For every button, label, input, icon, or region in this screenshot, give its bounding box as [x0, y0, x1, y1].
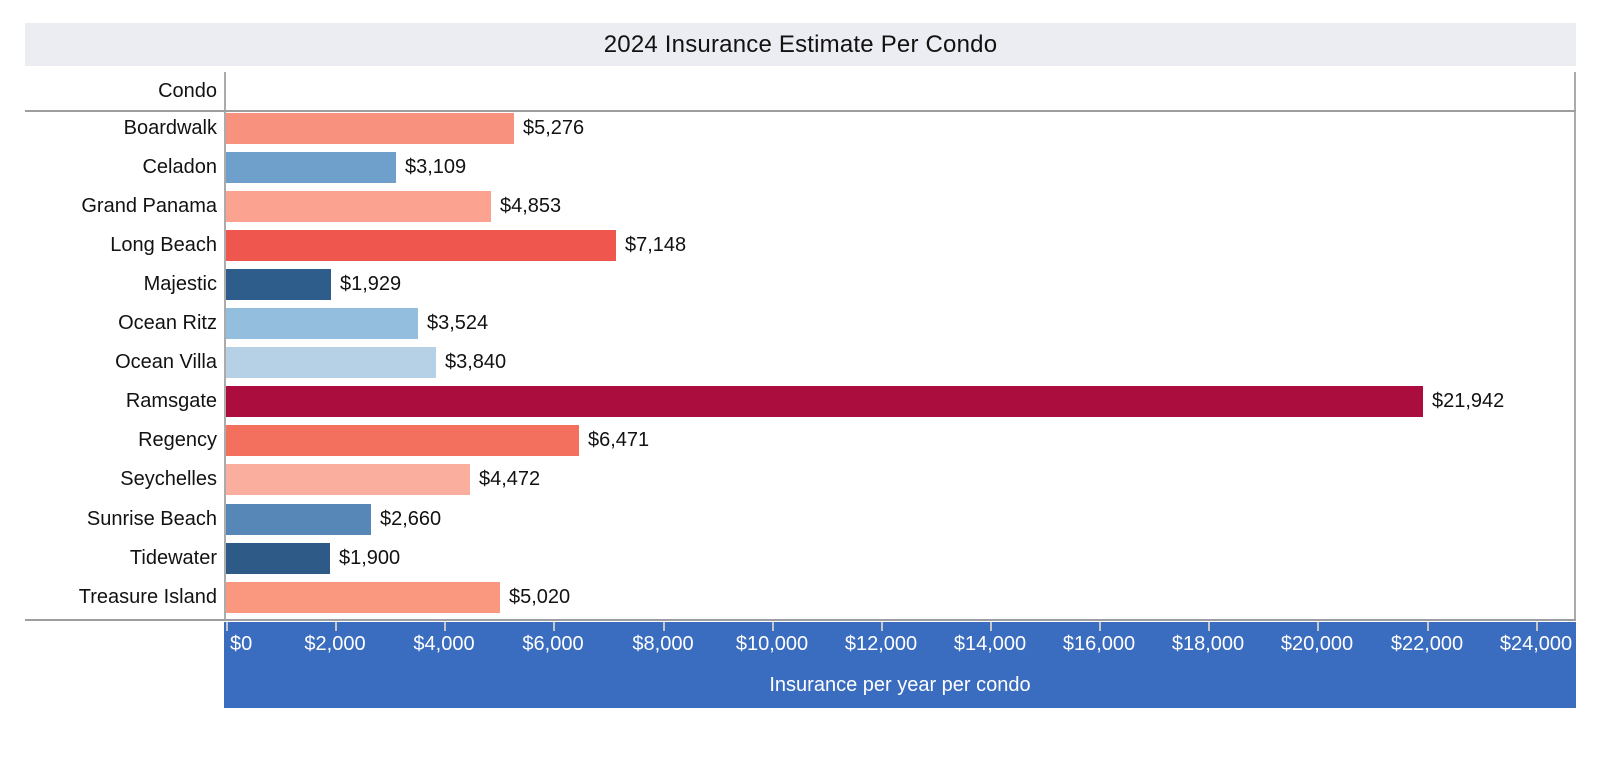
x-axis-band: Insurance per year per condo $0 $2,000 $4,…	[224, 622, 1576, 708]
value-label: $5,276	[523, 117, 585, 139]
axis-tick-label: $4,000	[413, 633, 475, 655]
header-divider-line	[25, 110, 1576, 112]
axis-tick-label: $0	[230, 633, 253, 655]
category-label: Treasure Island	[78, 586, 217, 608]
bar[interactable]	[226, 504, 371, 535]
axis-tick	[553, 622, 555, 631]
axis-tick	[881, 622, 883, 631]
plot-bottom-line	[25, 619, 1576, 621]
axis-tick-label: $6,000	[522, 633, 584, 655]
axis-tick	[226, 622, 228, 631]
bar[interactable]	[226, 191, 491, 222]
bar[interactable]	[226, 582, 500, 613]
value-label: $6,471	[588, 429, 650, 451]
category-label: Ramsgate	[125, 390, 217, 412]
value-label: $3,840	[445, 351, 507, 373]
chart-title-band: 2024 Insurance Estimate Per Condo	[25, 23, 1576, 66]
bar-row: Boardwalk $5,276	[0, 113, 1600, 152]
axis-tick	[444, 622, 446, 631]
axis-tick	[1099, 622, 1101, 631]
chart-title: 2024 Insurance Estimate Per Condo	[603, 30, 998, 58]
axis-tick	[772, 622, 774, 631]
category-label: Boardwalk	[123, 117, 217, 139]
axis-tick	[335, 622, 337, 631]
bar-row: Grand Panama $4,853	[0, 191, 1600, 230]
bar-row: Regency $6,471	[0, 425, 1600, 464]
axis-tick-label: $18,000	[1171, 633, 1245, 655]
axis-tick	[663, 622, 665, 631]
bar[interactable]	[226, 347, 436, 378]
category-label: Majestic	[143, 273, 217, 295]
bar[interactable]	[226, 230, 616, 261]
axis-tick-label: $10,000	[735, 633, 809, 655]
category-label: Sunrise Beach	[86, 508, 217, 530]
category-label: Seychelles	[120, 468, 217, 490]
bar-row: Ramsgate $21,942	[0, 386, 1600, 425]
bar[interactable]	[226, 152, 396, 183]
bar-row: Majestic $1,929	[0, 269, 1600, 308]
value-label: $3,109	[405, 156, 467, 178]
bar-row: Ocean Ritz $3,524	[0, 308, 1600, 347]
bar[interactable]	[226, 113, 514, 144]
x-axis-title: Insurance per year per condo	[769, 674, 1031, 696]
axis-tick-label: $24,000	[1499, 633, 1573, 655]
bar-row: Sunrise Beach $2,660	[0, 504, 1600, 543]
value-label: $5,020	[509, 586, 571, 608]
value-label: $21,942	[1432, 390, 1505, 412]
axis-tick	[990, 622, 992, 631]
bar-row: Celadon $3,109	[0, 152, 1600, 191]
bar-row: Seychelles $4,472	[0, 464, 1600, 503]
bar[interactable]	[226, 425, 579, 456]
axis-tick-label: $20,000	[1280, 633, 1354, 655]
axis-tick	[1208, 622, 1210, 631]
condo-column-header: Condo	[158, 80, 217, 102]
category-label: Celadon	[142, 156, 217, 178]
bar-row: Tidewater $1,900	[0, 543, 1600, 582]
bar-row: Long Beach $7,148	[0, 230, 1600, 269]
axis-tick	[1536, 622, 1538, 631]
axis-tick-label: $2,000	[304, 633, 366, 655]
category-label: Ocean Ritz	[118, 312, 217, 334]
value-label: $3,524	[427, 312, 489, 334]
bar[interactable]	[226, 269, 331, 300]
y-axis-line	[224, 72, 226, 619]
axis-tick-label: $16,000	[1062, 633, 1136, 655]
category-label: Ocean Villa	[115, 351, 217, 373]
bar[interactable]	[226, 308, 418, 339]
plot-right-border	[1574, 72, 1576, 619]
bar-row: Treasure Island $5,020	[0, 582, 1600, 621]
category-label: Regency	[138, 429, 217, 451]
axis-tick-label: $22,000	[1390, 633, 1464, 655]
bar[interactable]	[226, 543, 330, 574]
bar[interactable]	[226, 386, 1423, 417]
value-label: $4,472	[479, 468, 541, 490]
value-label: $4,853	[500, 195, 562, 217]
category-label: Tidewater	[129, 547, 217, 569]
bar-row: Ocean Villa $3,840	[0, 347, 1600, 386]
value-label: $2,660	[380, 508, 442, 530]
value-label: $7,148	[625, 234, 687, 256]
bar[interactable]	[226, 464, 470, 495]
axis-tick-label: $14,000	[953, 633, 1027, 655]
category-label: Grand Panama	[81, 195, 217, 217]
axis-tick-label: $12,000	[844, 633, 918, 655]
category-label: Long Beach	[110, 234, 217, 256]
axis-tick	[1317, 622, 1319, 631]
value-label: $1,900	[339, 547, 401, 569]
axis-tick-label: $8,000	[632, 633, 694, 655]
axis-tick	[1427, 622, 1429, 631]
value-label: $1,929	[340, 273, 402, 295]
